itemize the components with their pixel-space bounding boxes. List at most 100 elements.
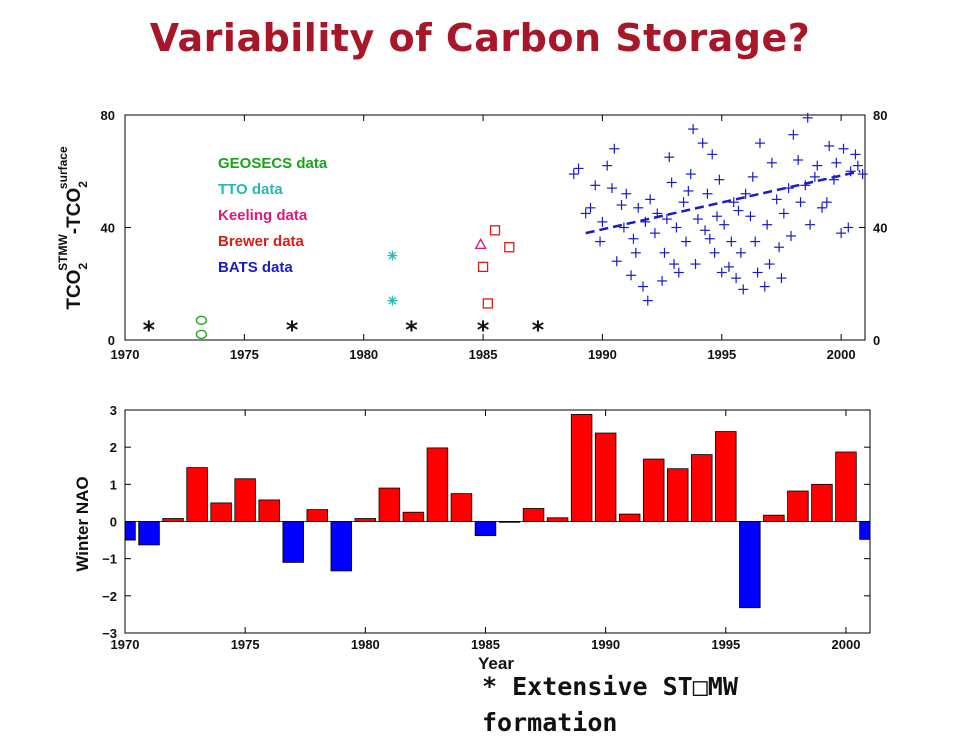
bats-point	[786, 230, 796, 241]
legend-item-brewer: Brewer data	[218, 233, 305, 250]
legend-item-keeling: Keeling data	[218, 207, 308, 224]
nao-x-tick-label: 1995	[711, 637, 740, 652]
x-tick-label: 1995	[707, 347, 736, 362]
bats-point	[726, 236, 737, 247]
nao-bar-1995	[715, 431, 737, 522]
keeling-point	[474, 238, 487, 250]
bats-point	[642, 295, 653, 306]
bats-trend-line	[585, 170, 861, 235]
nao-bar-1991	[618, 513, 641, 522]
bats-point	[580, 208, 591, 219]
bats-point	[740, 188, 751, 199]
bats-point	[752, 267, 763, 278]
bats-point	[621, 188, 632, 199]
bats-point	[762, 219, 773, 230]
tto-point-stroke	[388, 296, 397, 305]
bats-point	[809, 171, 820, 182]
y-tick-label-left: 80	[101, 108, 115, 123]
nao-y-label: Winter NAO	[73, 476, 92, 571]
bats-point	[633, 202, 644, 213]
y-label-text: TCO2STMW-TCO2surface	[56, 146, 90, 310]
y-tick-label-right: 40	[873, 221, 887, 236]
stmw-formation-asterisk: *	[142, 316, 156, 344]
nao-x-label: Year	[478, 654, 514, 673]
bats-point	[776, 273, 787, 284]
nao-bar-2000	[835, 451, 857, 522]
bats-point	[611, 256, 622, 267]
nao-y-tick-label: 3	[110, 403, 117, 418]
bats-point	[719, 219, 730, 230]
geosecs-point	[195, 315, 208, 325]
nao-bar-1988	[546, 517, 569, 522]
bats-point	[678, 197, 689, 208]
bats-point	[666, 177, 677, 188]
bats-point	[664, 152, 675, 163]
nao-x-tick-label: 1985	[471, 637, 500, 652]
bats-point	[793, 155, 804, 165]
bats-point	[573, 163, 584, 174]
nao-bar-1986	[498, 521, 521, 523]
x-tick-label: 1985	[469, 347, 498, 362]
nao-y-tick-label: 1	[110, 477, 117, 492]
bats-point	[702, 188, 713, 199]
nao-x-tick-label: 1975	[231, 637, 260, 652]
bats-point	[733, 205, 744, 216]
bats-point	[788, 129, 799, 140]
x-tick-label: 1975	[230, 347, 259, 362]
y-tick-label-right: 0	[873, 333, 880, 348]
bats-point	[680, 236, 691, 247]
bats-point	[597, 216, 608, 227]
bats-point	[628, 233, 639, 244]
footnote-line-2: formation	[482, 708, 618, 737]
bats-point	[764, 259, 775, 270]
nao-bar-1982	[402, 511, 425, 522]
tto-point	[387, 295, 398, 306]
legend-item-bats: BATS data	[218, 259, 293, 276]
bats-point	[723, 261, 734, 272]
nao-bar-1979	[330, 521, 353, 572]
nao-bar-1983	[426, 447, 449, 522]
bats-point	[673, 267, 684, 278]
geosecs-point	[195, 329, 208, 340]
nao-x-ticks: 1970 1975 1980 1985 1990 1995 2000	[111, 410, 861, 652]
bats-point	[778, 208, 789, 219]
nao-x-tick-label: 2000	[832, 637, 861, 652]
nao-y-tick-label: −1	[102, 552, 117, 567]
nao-bar-1981	[378, 487, 401, 522]
nao-x-tick-label: 1990	[591, 637, 620, 652]
bats-point	[750, 236, 761, 247]
bats-point	[759, 281, 770, 292]
nao-bar-1972	[162, 518, 184, 522]
bats-point	[645, 194, 656, 205]
bats-point	[821, 197, 832, 208]
nao-bar-1978	[306, 509, 328, 522]
bats-point	[731, 273, 742, 284]
bats-point	[843, 222, 854, 233]
nao-bar-1985	[474, 521, 497, 537]
bats-point	[595, 236, 606, 247]
bats-point	[590, 180, 601, 191]
legend-background	[196, 145, 376, 285]
bats-point	[831, 157, 842, 168]
bats-point	[659, 247, 670, 258]
stmw-formation-asterisk: *	[531, 316, 545, 344]
bats-point	[585, 202, 596, 213]
bats-point	[774, 242, 785, 253]
bats-point	[745, 211, 756, 222]
bats-point	[692, 214, 703, 225]
nao-x-tick-label: 1970	[111, 637, 140, 652]
y-tick-label-right: 80	[873, 108, 887, 123]
carbon-chart-legend: GEOSECS data TTO data Keeling data Brewer d…	[196, 145, 376, 285]
nao-bar-1989	[570, 414, 593, 522]
nao-bar-2001	[859, 521, 871, 540]
bats-point	[805, 219, 816, 230]
winter-nao-chart: 1970 1975 1980 1985 1990 1995 2000 −3−2−10123 …	[73, 403, 871, 673]
y-tick-label-left: 40	[101, 221, 115, 236]
carbon-chart-y-label: TCO2STMW-TCO2surface	[56, 146, 90, 310]
x-tick-label: 2000	[827, 347, 856, 362]
bats-point	[817, 202, 828, 213]
bats-point	[700, 225, 711, 236]
tto-point	[387, 250, 398, 261]
bats-point	[683, 185, 694, 196]
bats-point	[568, 169, 579, 180]
